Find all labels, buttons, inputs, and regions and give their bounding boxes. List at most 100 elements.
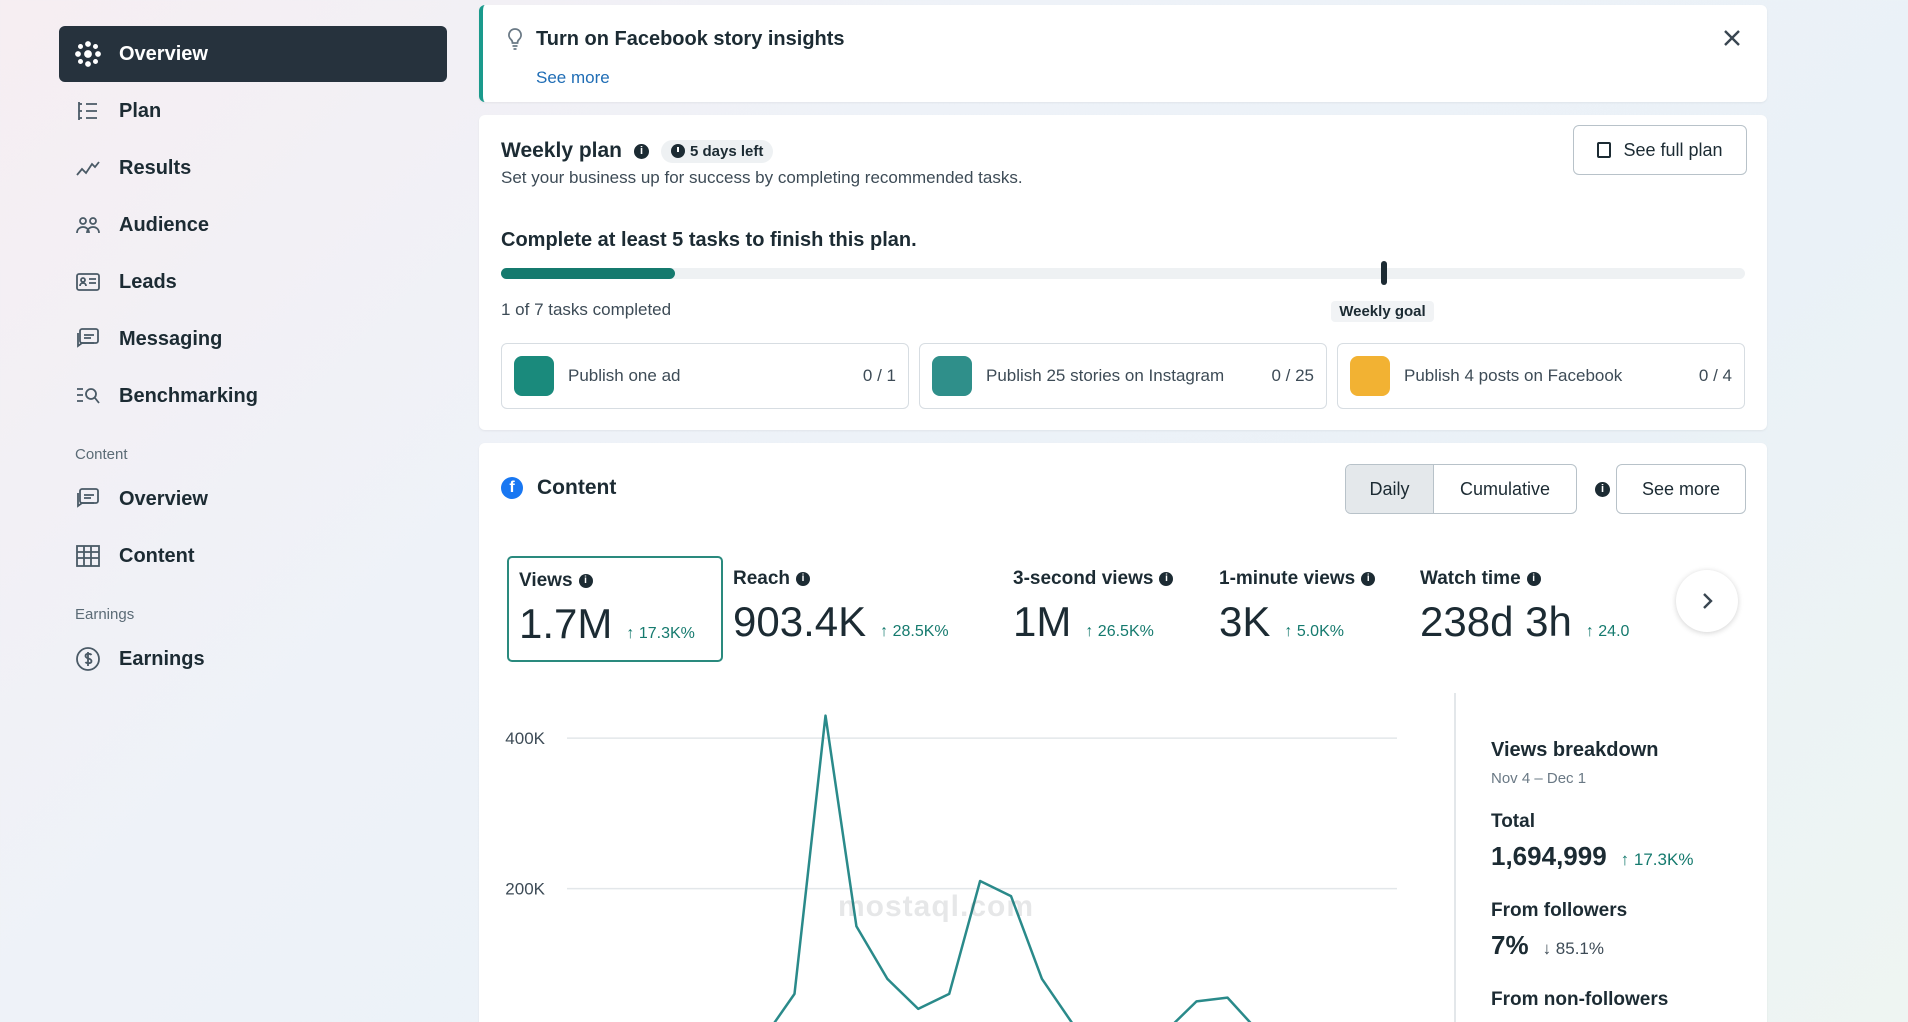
sidebar-item-benchmarking[interactable]: Benchmarking bbox=[59, 368, 447, 424]
task-publish-posts[interactable]: Publish 4 posts on Facebook 0 / 4 bbox=[1337, 343, 1745, 409]
metric-tab-3-second-views[interactable]: 3-second views i 1M ↑ 26.5K% bbox=[1003, 556, 1209, 662]
sidebar-item-label: Results bbox=[119, 156, 192, 179]
task-count: 0 / 25 bbox=[1271, 366, 1314, 385]
watermark: mostaql.com bbox=[838, 890, 1035, 923]
views-breakdown: Views breakdown Nov 4 – Dec 1 Total 1,69… bbox=[1491, 739, 1751, 1011]
breakdown-followers-label: From followers bbox=[1491, 900, 1628, 921]
sidebar-item-label: Leads bbox=[119, 270, 177, 293]
info-icon[interactable]: i bbox=[796, 572, 811, 586]
audience-icon bbox=[73, 210, 103, 240]
see-more-button[interactable]: See more bbox=[1616, 464, 1746, 514]
sidebar-item-content-overview[interactable]: Overview bbox=[59, 471, 447, 527]
task-label: Publish 4 posts on Facebook bbox=[1404, 366, 1623, 385]
days-left-text: 5 days left bbox=[690, 142, 764, 160]
breakdown-date-range: Nov 4 – Dec 1 bbox=[1491, 770, 1587, 787]
task-count: 0 / 1 bbox=[862, 366, 896, 385]
close-icon[interactable] bbox=[1721, 27, 1747, 53]
weekly-plan-card: Weekly plan i 5 days left Set your busin… bbox=[479, 115, 1767, 430]
info-icon[interactable]: i bbox=[1361, 572, 1376, 586]
banner-see-more-link[interactable]: See more bbox=[536, 68, 610, 87]
leads-icon bbox=[73, 267, 103, 297]
metric-delta: ↑ 17.3K% bbox=[626, 625, 695, 642]
content-header: f Content bbox=[501, 476, 616, 500]
stories-icon bbox=[932, 356, 972, 396]
chevron-right-icon bbox=[1703, 593, 1713, 609]
see-full-plan-label: See full plan bbox=[1623, 139, 1723, 160]
metric-label: 1-minute views bbox=[1219, 568, 1356, 589]
toggle-daily[interactable]: Daily bbox=[1346, 465, 1434, 513]
sidebar-item-label: Overview bbox=[119, 42, 208, 65]
plan-icon bbox=[73, 96, 103, 126]
views-series-line bbox=[773, 714, 1252, 1022]
sidebar: Overview Plan Results Audience Leads Mes… bbox=[59, 26, 447, 688]
chart-divider bbox=[1454, 693, 1456, 1022]
breakdown-total-value: 1,694,999 bbox=[1491, 841, 1607, 871]
sidebar-item-label: Content bbox=[119, 544, 195, 567]
y-tick-label: 200K bbox=[505, 880, 545, 899]
metric-tab-1-minute-views[interactable]: 1-minute views i 3K ↑ 5.0K% bbox=[1209, 556, 1409, 662]
calendar-icon bbox=[1597, 142, 1612, 158]
sidebar-item-label: Benchmarking bbox=[119, 384, 258, 407]
task-publish-stories[interactable]: Publish 25 stories on Instagram 0 / 25 bbox=[919, 343, 1327, 409]
sidebar-item-earnings[interactable]: Earnings bbox=[59, 631, 447, 687]
story-insights-banner: Turn on Facebook story insights See more bbox=[479, 5, 1767, 102]
weekly-goal-marker bbox=[1381, 261, 1388, 285]
metric-value: 3K bbox=[1219, 598, 1271, 645]
sidebar-item-label: Earnings bbox=[119, 647, 205, 670]
metric-label: Watch time bbox=[1420, 568, 1521, 589]
plan-progress-fill bbox=[501, 268, 676, 279]
sidebar-item-audience[interactable]: Audience bbox=[59, 197, 447, 253]
plan-progress-bar bbox=[501, 268, 1745, 279]
next-metrics-button[interactable] bbox=[1676, 570, 1738, 632]
sidebar-item-plan[interactable]: Plan bbox=[59, 83, 447, 139]
metric-label: 3-second views bbox=[1013, 568, 1154, 589]
metric-value: 903.4K bbox=[733, 598, 867, 645]
info-icon[interactable]: i bbox=[1526, 572, 1541, 586]
info-icon[interactable]: i bbox=[578, 574, 593, 588]
posts-icon bbox=[1350, 356, 1390, 396]
sidebar-item-leads[interactable]: Leads bbox=[59, 254, 447, 310]
sidebar-item-messaging[interactable]: Messaging bbox=[59, 311, 447, 367]
toggle-cumulative[interactable]: Cumulative bbox=[1459, 478, 1551, 499]
weekly-plan-title: Weekly plan bbox=[501, 139, 622, 162]
info-icon[interactable]: i bbox=[634, 143, 649, 159]
sidebar-item-label: Messaging bbox=[119, 327, 223, 350]
trend-up-icon bbox=[514, 356, 554, 396]
sidebar-item-overview[interactable]: Overview bbox=[59, 26, 447, 82]
task-label: Publish one ad bbox=[568, 366, 681, 385]
metric-delta: ↑ 28.5K% bbox=[880, 623, 949, 640]
breakdown-nonfollowers-label: From non-followers bbox=[1491, 989, 1669, 1010]
messaging-icon bbox=[73, 324, 103, 354]
see-full-plan-button[interactable]: See full plan bbox=[1573, 125, 1747, 175]
breakdown-followers-delta: ↓ 85.1% bbox=[1542, 939, 1605, 958]
weekly-goal-label: Weekly goal bbox=[1331, 301, 1434, 322]
sidebar-item-label: Audience bbox=[119, 213, 210, 236]
metric-label: Reach bbox=[733, 568, 791, 589]
info-icon[interactable]: i bbox=[1595, 482, 1610, 497]
plan-goal-text: Complete at least 5 tasks to finish this… bbox=[501, 229, 917, 251]
breakdown-total-delta: ↑ 17.3K% bbox=[1620, 850, 1694, 869]
task-label: Publish 25 stories on Instagram bbox=[986, 366, 1225, 385]
metric-delta: ↑ 26.5K% bbox=[1085, 623, 1154, 640]
metric-delta: ↑ 24.0 bbox=[1585, 623, 1630, 640]
task-count: 0 / 4 bbox=[1698, 366, 1732, 385]
facebook-icon: f bbox=[501, 477, 523, 499]
metric-tab-views[interactable]: Views i 1.7M ↑ 17.3K% bbox=[507, 556, 723, 662]
weekly-plan-header: Weekly plan i 5 days left bbox=[501, 139, 774, 163]
metric-tab-reach[interactable]: Reach i 903.4K ↑ 28.5K% bbox=[723, 556, 1003, 662]
clock-icon bbox=[671, 144, 685, 158]
info-icon[interactable]: i bbox=[1159, 572, 1174, 586]
days-left-badge: 5 days left bbox=[661, 139, 774, 163]
task-publish-ad[interactable]: Publish one ad 0 / 1 bbox=[501, 343, 909, 409]
metric-tab-watch-time[interactable]: Watch time i 238d 3h ↑ 24.0 bbox=[1410, 556, 1650, 662]
sidebar-item-content[interactable]: Content bbox=[59, 528, 447, 584]
sidebar-item-results[interactable]: Results bbox=[59, 140, 447, 196]
lightbulb-icon bbox=[505, 27, 525, 51]
task-list: Publish one ad 0 / 1 Publish 25 stories … bbox=[501, 343, 1745, 409]
metric-value: 1M bbox=[1013, 598, 1072, 645]
metric-label: Views bbox=[519, 570, 573, 591]
content-table-icon bbox=[73, 541, 103, 571]
sidebar-section-earnings: Earnings bbox=[75, 606, 135, 623]
sidebar-section-content: Content bbox=[75, 446, 128, 463]
